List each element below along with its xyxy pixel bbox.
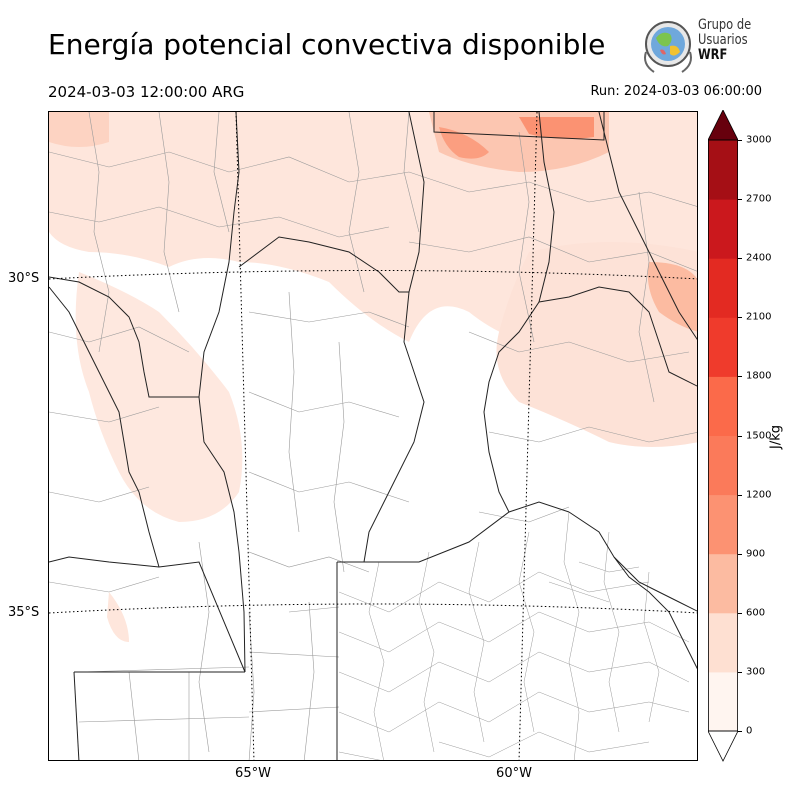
colorbar-tick-label: 2400 [746, 252, 772, 264]
colorbar-tick-label: 2700 [746, 193, 772, 205]
colorbar [708, 110, 738, 762]
lon-line-60w [518, 112, 538, 760]
colorbar-tick [738, 671, 742, 673]
province-boundaries [49, 112, 697, 760]
logo-line-1: Grupo de [698, 17, 752, 33]
colorbar-extend-max [708, 110, 738, 141]
colorbar-band [708, 435, 738, 496]
colorbar-tick-label: 0 [746, 725, 753, 737]
cape-area-far-east [647, 262, 697, 332]
map-panel [48, 111, 698, 761]
wrf-users-logo: Grupo de Usuarios WRF [640, 16, 770, 76]
colorbar-tick-label: 600 [746, 607, 766, 619]
colorbar-extend-min [708, 730, 738, 762]
colorbar-tick-label: 1800 [746, 370, 772, 382]
cape-map [49, 112, 697, 760]
province-line-corrientes [538, 286, 697, 387]
colorbar-tick [738, 140, 742, 141]
globe-icon [644, 21, 692, 73]
colorbar-tick-label: 2100 [746, 311, 772, 323]
logo-line-2: Usuarios [698, 32, 748, 48]
province-line-bsas-north [337, 501, 570, 563]
cape-max-north [439, 127, 489, 159]
colorbar-band [708, 494, 738, 555]
colorbar-tick [738, 258, 742, 260]
colorbar-tick [738, 199, 742, 201]
colorbar-band [708, 671, 738, 732]
page-title: Energía potencial convectiva disponible [48, 28, 606, 61]
province-line-lapampa-north [49, 556, 246, 673]
colorbar-tick [738, 494, 742, 496]
colorbar-frame [708, 139, 738, 732]
colorbar-tick [738, 376, 742, 378]
lon-line-65w [235, 112, 255, 760]
province-line-entrerios [483, 112, 555, 513]
colorbar-tick [738, 612, 742, 614]
cape-max-northeast [519, 117, 594, 139]
colorbar-tick [738, 553, 742, 555]
colorbar-band [708, 140, 738, 200]
cape-fill-layer [49, 112, 697, 642]
logo-text: Grupo de Usuarios WRF [698, 18, 751, 63]
cape-area-east [496, 242, 697, 447]
colorbar-tick [738, 435, 742, 437]
province-line-chaco-north [433, 112, 605, 141]
department-boundaries [49, 112, 697, 760]
graticule [49, 112, 697, 760]
lat-label-30s: 30°S [8, 271, 40, 286]
province-line-cordoba-north [238, 236, 409, 293]
colorbar-band [708, 199, 738, 259]
colorbar-band [708, 612, 738, 673]
province-line-santafe-west [363, 112, 425, 563]
colorbar-tick-label: 900 [746, 548, 766, 560]
province-line-bsas-coast [568, 511, 697, 670]
colorbar-tick-label: 300 [746, 666, 766, 678]
province-line-sanluis [49, 276, 199, 398]
colorbar-tick [738, 731, 742, 732]
colorbar-units: J/kg [768, 425, 784, 449]
colorbar-band [708, 553, 738, 614]
valid-time: 2024-03-03 12:00:00 ARG [48, 83, 245, 101]
logo-line-3: WRF [698, 47, 728, 63]
run-time: Run: 2024-03-03 06:00:00 [590, 84, 762, 99]
lat-line-30s [49, 270, 697, 280]
lon-label-65w: 65°W [235, 766, 271, 781]
colorbar-band [708, 376, 738, 436]
lat-line-35s [49, 603, 697, 614]
colorbar-tick-label: 1200 [746, 489, 772, 501]
colorbar-band [708, 317, 738, 377]
province-line-uruguay-river [598, 112, 697, 340]
lat-label-35s: 35°S [8, 605, 40, 620]
colorbar-tick [738, 317, 742, 319]
cape-area-southwest [107, 592, 129, 642]
colorbar-tick-label: 3000 [746, 134, 772, 146]
lon-label-60w: 60°W [496, 766, 532, 781]
colorbar-tick-label: 1500 [746, 430, 772, 441]
rio-de-la-plata-coast [613, 556, 697, 612]
partidos-grid [338, 511, 690, 760]
province-line-southwest [73, 671, 80, 760]
colorbar-band [708, 258, 738, 318]
province-line-mendoza [49, 286, 160, 568]
cape-area-northwest-corner [49, 112, 109, 147]
